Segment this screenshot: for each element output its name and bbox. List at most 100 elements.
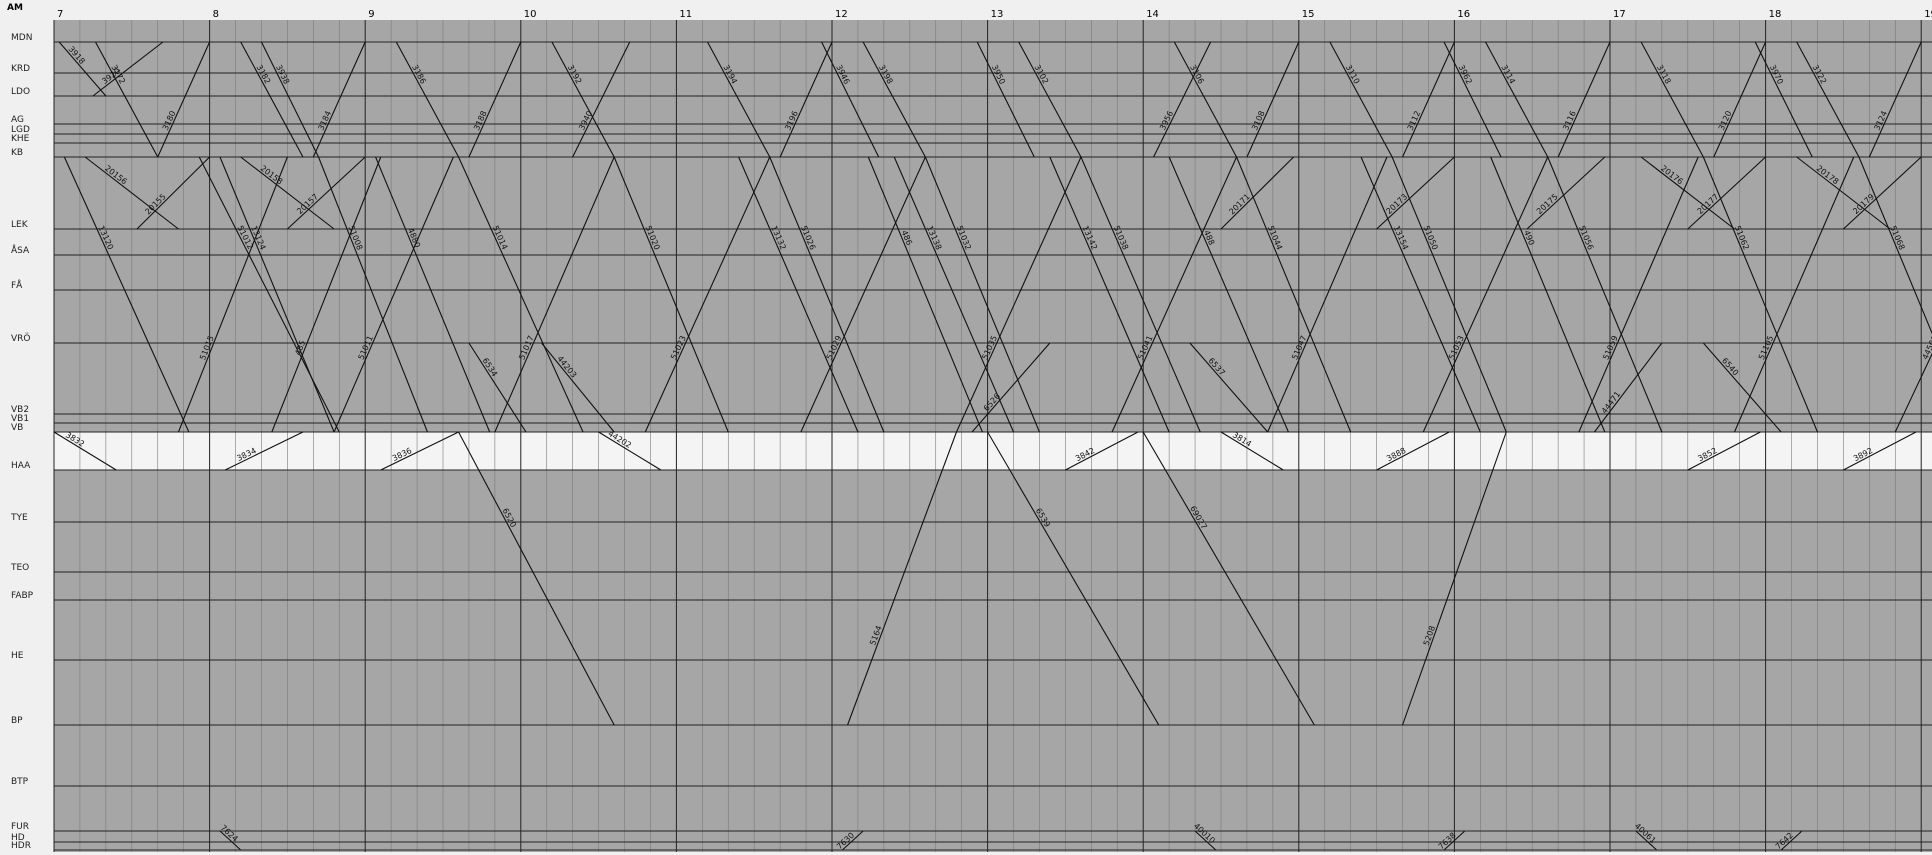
train-line: [287, 156, 366, 230]
train-line: [1796, 156, 1891, 230]
train-line: [375, 156, 491, 433]
train-line: [95, 41, 159, 158]
train-line: [380, 431, 459, 471]
train-line: [1894, 352, 1932, 433]
train-line: [1018, 41, 1082, 158]
train-line: [1376, 431, 1450, 471]
station-label: VRÖ: [11, 333, 31, 344]
train-line: [707, 41, 771, 158]
train-lines: [53, 41, 1932, 851]
train-line: [1557, 41, 1611, 158]
train-line: [1843, 156, 1922, 230]
train-line: [1065, 431, 1139, 471]
station-label: HAA: [11, 461, 31, 471]
train-line: [1702, 156, 1818, 433]
train-line: [177, 156, 288, 433]
train-line: [644, 156, 771, 433]
train-line: [136, 156, 210, 230]
train-line: [1402, 41, 1455, 158]
train-line: [1780, 830, 1803, 851]
train-line: [800, 156, 926, 433]
station-label: KHE: [11, 134, 30, 144]
train-line: [924, 156, 1040, 433]
train-line: [1490, 156, 1606, 433]
train-line: [738, 156, 859, 433]
train-line: [847, 431, 957, 726]
train-line: [1443, 41, 1502, 158]
train-line: [1402, 431, 1507, 726]
train-line: [613, 156, 729, 433]
hour-label: 7: [57, 9, 63, 20]
train-line: [1246, 41, 1300, 158]
train-line: [842, 830, 864, 851]
train-line: [1640, 41, 1704, 158]
plot-area: [53, 20, 1932, 852]
train-line: [1594, 342, 1663, 433]
station-label: TYE: [10, 513, 28, 523]
train-line: [1843, 431, 1917, 471]
train-line: [1080, 156, 1201, 433]
train-line: [1168, 156, 1289, 433]
hour-label: 17: [1613, 9, 1626, 20]
station-label: AG: [11, 115, 24, 125]
hour-label: 15: [1302, 9, 1315, 20]
train-line: [92, 41, 164, 97]
train-line: [494, 156, 615, 433]
mode-label: AM: [7, 3, 23, 13]
train-line: [1526, 156, 1606, 230]
station-label: LDO: [11, 87, 30, 97]
train-line: [1111, 156, 1238, 433]
train-line: [1173, 41, 1238, 158]
station-label: BP: [11, 716, 23, 726]
hour-label: 19: [1924, 9, 1932, 20]
train-line: [468, 41, 522, 158]
train-line: [1220, 431, 1284, 471]
station-label: KRD: [11, 64, 30, 74]
station-label: TEO: [10, 563, 29, 573]
train-line: [976, 41, 1035, 158]
station-label: ÅSA: [11, 244, 30, 256]
station-label: VB2: [11, 405, 29, 415]
train-line: [1376, 156, 1455, 230]
train-line: [1236, 156, 1352, 433]
train-line: [1267, 156, 1388, 433]
train-line: [1547, 156, 1663, 433]
train-line: [955, 156, 1082, 433]
train-line: [1640, 156, 1735, 230]
train-line: [219, 830, 242, 851]
train-line: [821, 41, 880, 158]
train-line: [63, 156, 190, 433]
station-label: BTP: [11, 777, 29, 787]
train-line: [541, 342, 615, 433]
train-line: [312, 41, 366, 158]
hour-label: 14: [1146, 9, 1159, 20]
station-label: HDR: [11, 841, 31, 851]
train-line: [240, 156, 335, 230]
train-line: [1578, 156, 1699, 433]
train-line: [458, 431, 615, 726]
hour-label: 12: [835, 9, 848, 20]
train-line: [1702, 342, 1782, 433]
train-line: [1329, 41, 1393, 158]
train-line: [862, 41, 926, 158]
train-line: [395, 41, 460, 158]
train-line: [987, 431, 1160, 726]
train-line: [1220, 156, 1295, 230]
station-label: FABP: [11, 591, 34, 601]
train-line: [971, 342, 1051, 433]
station-label: LGD: [11, 125, 30, 135]
train-line: [1687, 156, 1766, 230]
train-line: [219, 156, 335, 433]
train-line: [458, 156, 584, 433]
train-line: [1713, 41, 1767, 158]
train-line: [157, 41, 211, 158]
train-line: [260, 41, 320, 158]
train-line: [1687, 431, 1761, 471]
train-line: [333, 156, 454, 433]
hour-label: 16: [1457, 9, 1470, 20]
train-line: [598, 431, 662, 471]
train-line: [1733, 156, 1855, 433]
light-band: [54, 432, 1932, 470]
